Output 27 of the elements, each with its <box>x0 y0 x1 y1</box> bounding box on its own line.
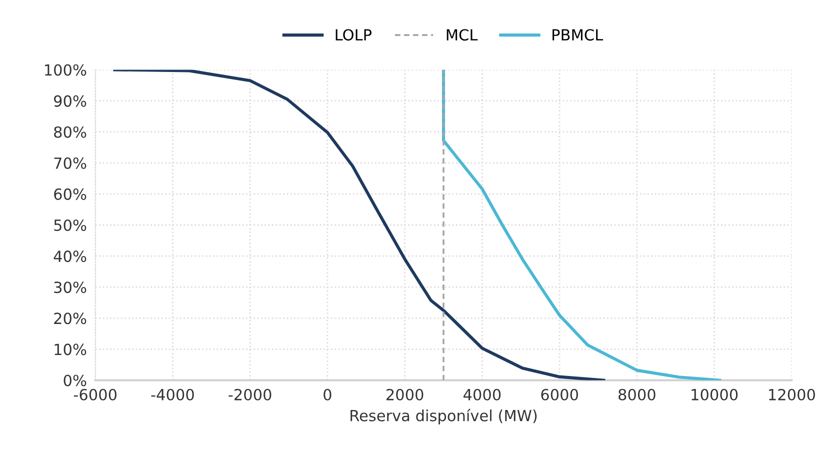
y-tick-label: 100% <box>45 64 86 76</box>
y-tick-label: 90% <box>54 95 86 107</box>
y-tick-label: 40% <box>54 250 86 262</box>
y-tick-label: 10% <box>54 344 86 356</box>
x-axis-title: Reserva disponível (MW) <box>350 408 537 424</box>
x-tick-label: -6000 <box>74 388 117 400</box>
x-tick-label: 10000 <box>692 388 738 400</box>
y-tick-label: 50% <box>54 219 86 232</box>
x-tick-label: 4000 <box>464 388 501 400</box>
legend-label: LOLP <box>336 29 372 41</box>
x-tick-label: 12000 <box>769 388 815 400</box>
x-tick-label: -4000 <box>151 388 194 400</box>
x-tick-label: 0 <box>324 388 332 400</box>
y-tick-label: 80% <box>54 126 86 138</box>
line-series <box>442 70 722 380</box>
legend-label: MCL <box>446 29 478 41</box>
legend-label: PBMCL <box>552 29 604 41</box>
y-tick-label: 20% <box>54 312 86 324</box>
x-tick-label: 2000 <box>386 388 424 400</box>
y-tick-label: 0% <box>64 374 86 386</box>
y-tick-label: 70% <box>54 157 86 169</box>
x-tick-label: 8000 <box>618 388 656 400</box>
line-series <box>113 70 606 380</box>
y-tick-label: 60% <box>54 188 86 200</box>
x-tick-label: 6000 <box>541 388 578 400</box>
x-tick-label: -2000 <box>228 388 272 400</box>
y-tick-label: 30% <box>54 282 86 294</box>
